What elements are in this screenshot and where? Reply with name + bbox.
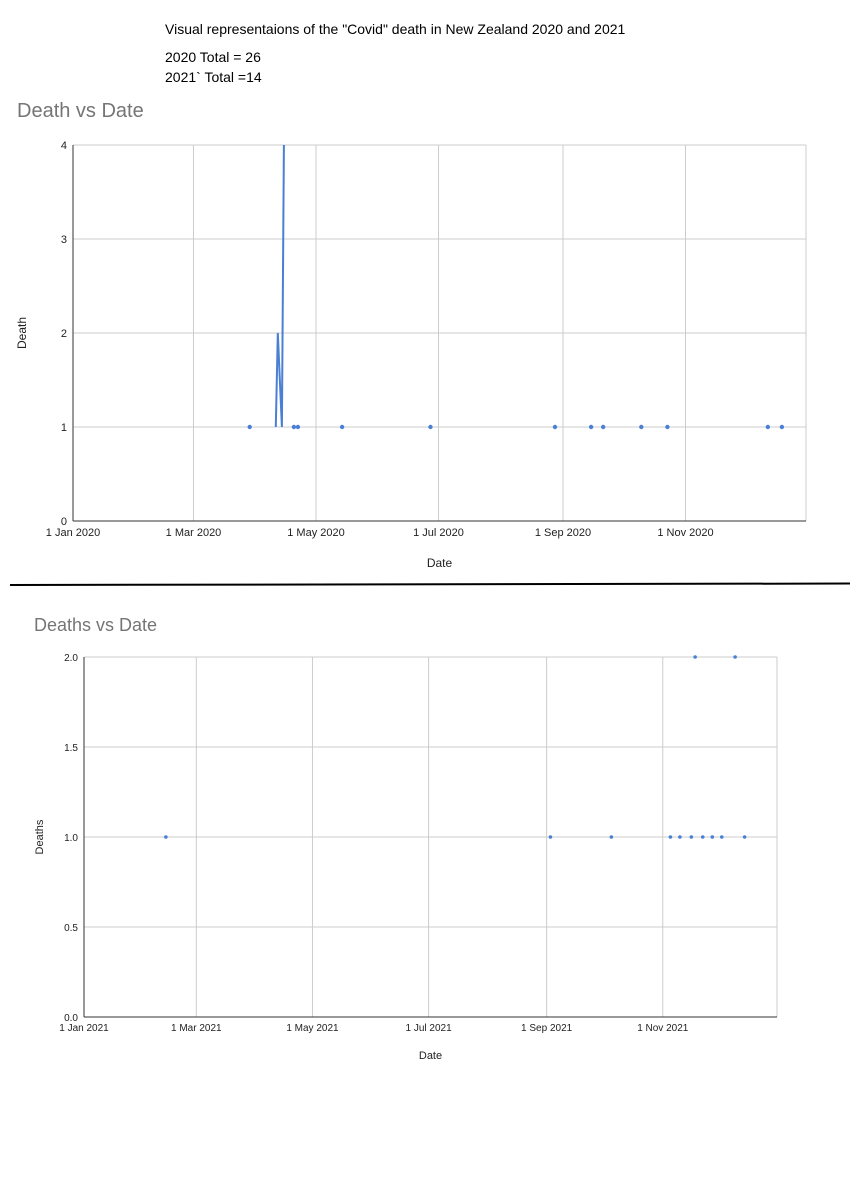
data-point [600, 424, 606, 430]
y-tick-label: 1.0 [64, 833, 78, 844]
data-point [689, 835, 694, 839]
y-tick-label: 1.5 [64, 743, 78, 754]
data-point [700, 835, 705, 839]
x-tick-label: 1 May 2020 [287, 527, 344, 539]
data-point [428, 424, 433, 430]
x-tick-label: 1 Jul 2021 [406, 1023, 453, 1034]
y-tick-label: 0.5 [64, 923, 78, 934]
data-point [295, 424, 301, 430]
chart-2020-title: Death vs Date [17, 100, 144, 122]
series-line [274, 144, 285, 428]
data-point [339, 424, 345, 430]
x-tick-label: 1 Mar 2021 [171, 1023, 222, 1034]
total-2021-text: 2021` Total =14 [165, 69, 262, 85]
data-point [665, 424, 670, 430]
data-point [719, 835, 724, 839]
x-axis-title: Date [427, 556, 453, 570]
y-axis-title: Death [15, 317, 29, 349]
y-tick-label: 2.0 [64, 653, 78, 664]
chart-2020: 0 1 2 3 4 1 Jan 2020 1 Mar 2020 1 May 2020 1 Jul… [15, 140, 807, 570]
data-point [710, 835, 715, 839]
x-tick-label: 1 May 2021 [286, 1023, 339, 1034]
y-tick-label: 1 [61, 422, 67, 434]
x-axis-title: Date [419, 1050, 442, 1062]
document-title: Visual representaions of the "Covid" dea… [165, 21, 626, 37]
data-point [639, 424, 644, 430]
total-2020-text: 2020 Total = 26 [165, 49, 261, 65]
x-tick-label: 1 Sep 2021 [521, 1023, 573, 1034]
data-point [291, 424, 297, 430]
x-tick-label: 1 Mar 2020 [166, 527, 222, 539]
x-tick-label: 1 Nov 2021 [637, 1023, 689, 1034]
data-point [742, 835, 747, 839]
data-point [548, 835, 553, 839]
y-axis-title: Deaths [34, 819, 46, 854]
y-tick-label: 0.0 [64, 1013, 78, 1024]
y-tick-label: 2 [61, 328, 67, 340]
x-tick-label: 1 Jan 2021 [59, 1023, 109, 1034]
data-point [668, 835, 673, 839]
data-point [164, 835, 168, 839]
data-point [247, 424, 252, 430]
y-tick-label: 0 [61, 516, 67, 528]
chart-2021-title: Deaths vs Date [34, 615, 158, 635]
data-point [733, 655, 737, 659]
data-point [588, 424, 594, 430]
data-point [552, 424, 558, 430]
data-point [693, 655, 697, 659]
x-tick-label: 1 Sep 2020 [535, 527, 591, 539]
x-tick-label: 1 Nov 2020 [657, 527, 713, 539]
x-tick-label: 1 Jul 2020 [413, 527, 464, 539]
data-point [779, 424, 785, 430]
y-tick-label: 4 [61, 140, 67, 152]
data-point [609, 835, 614, 839]
data-point [765, 424, 771, 430]
y-tick-label: 3 [61, 234, 67, 246]
x-tick-label: 1 Jan 2020 [46, 527, 100, 539]
data-point [678, 835, 682, 839]
